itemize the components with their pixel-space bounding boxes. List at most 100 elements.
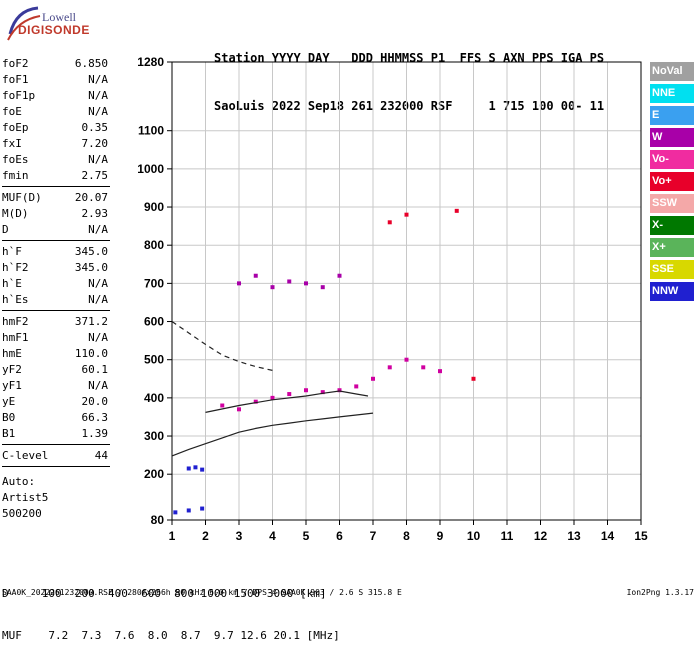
x-tick-label: 8 — [403, 529, 410, 543]
x-tick-label: 12 — [534, 529, 548, 543]
param-value: 20.0 — [81, 395, 109, 408]
data-point — [200, 467, 205, 472]
param-row: h`E N/A — [2, 277, 108, 293]
data-point — [387, 220, 392, 225]
param-value: N/A — [88, 223, 108, 236]
param-separator — [2, 444, 110, 445]
data-point — [404, 212, 409, 217]
param-row: B1 1.39 — [2, 427, 108, 443]
x-tick-label: 5 — [303, 529, 310, 543]
param-key: h`F — [2, 245, 22, 258]
y-tick-label: 300 — [144, 429, 164, 443]
y-tick-label: 900 — [144, 200, 164, 214]
legend-item-nnw: NNW — [650, 282, 694, 301]
param-key: foF2 — [2, 57, 29, 70]
param-key: yF2 — [2, 363, 22, 376]
param-value: 345.0 — [74, 245, 108, 258]
param-value: N/A — [88, 293, 108, 306]
param-value: 44 — [94, 449, 108, 462]
param-key: foE — [2, 105, 22, 118]
param-value: N/A — [88, 379, 108, 392]
param-row: foF2 6.850 — [2, 57, 108, 73]
param-row: h`F2 345.0 — [2, 261, 108, 277]
param-key: B0 — [2, 411, 16, 424]
param-value: 345.0 — [74, 261, 108, 274]
x-tick-label: 4 — [269, 529, 276, 543]
param-separator — [2, 310, 110, 311]
data-point — [287, 392, 292, 397]
data-point — [270, 395, 275, 400]
data-point — [186, 508, 191, 513]
data-point — [337, 273, 342, 278]
y-tick-label: 1000 — [137, 162, 164, 176]
legend-item-e: E — [650, 106, 694, 125]
data-point — [421, 365, 426, 370]
file-info-footer: SAA0K_2022261232000.RSF / 280fx256h 50 k… — [2, 588, 402, 597]
x-tick-label: 10 — [467, 529, 481, 543]
data-point — [320, 285, 325, 290]
autoscaling-info: Auto: — [2, 475, 36, 488]
param-row: yE 20.0 — [2, 395, 108, 411]
param-row: hmF1 N/A — [2, 331, 108, 347]
param-key: C-level — [2, 449, 49, 462]
param-value: 371.2 — [74, 315, 108, 328]
param-value: 1.39 — [81, 427, 109, 440]
data-point — [304, 281, 308, 286]
lowell-digisonde-logo: Lowell DIGISONDE — [4, 4, 124, 46]
param-row: hmF2 371.2 — [2, 315, 108, 331]
param-value: 2.75 — [81, 169, 109, 182]
data-point — [454, 208, 459, 213]
legend-item-nne: NNE — [650, 84, 694, 103]
x-tick-label: 13 — [567, 529, 581, 543]
data-point — [270, 285, 275, 290]
x-tick-label: 7 — [370, 529, 377, 543]
param-key: foEp — [2, 121, 29, 134]
version-label: Ion2Png 1.3.17 — [626, 588, 694, 597]
profile-curve-dashed — [171, 321, 273, 371]
param-key: fmin — [2, 169, 29, 182]
param-value: 60.1 — [81, 363, 109, 376]
data-point — [220, 403, 225, 408]
y-tick-label: 800 — [144, 238, 164, 252]
param-row: yF1 N/A — [2, 379, 108, 395]
logo-swoosh-icon — [7, 6, 41, 41]
x-tick-label: 6 — [336, 529, 343, 543]
param-separator — [2, 186, 110, 187]
data-point — [253, 273, 258, 278]
y-tick-label: 500 — [144, 353, 164, 367]
x-tick-label: 11 — [501, 529, 514, 543]
x-tick-label: 1 — [169, 529, 176, 543]
param-value: N/A — [88, 89, 108, 102]
param-key: yF1 — [2, 379, 22, 392]
data-point — [387, 365, 392, 370]
trace-curve — [205, 390, 369, 413]
param-row: h`Es N/A — [2, 293, 108, 309]
param-key: hmF1 — [2, 331, 29, 344]
data-point — [320, 390, 325, 395]
data-point — [253, 399, 258, 404]
legend-item-noval: NoVal — [650, 62, 694, 81]
legend-item-x-: X+ — [650, 238, 694, 257]
param-value: 20.07 — [74, 191, 108, 204]
logo-line1: Lowell — [42, 10, 76, 24]
trace-curve — [171, 412, 374, 457]
x-tick-label: 3 — [236, 529, 243, 543]
legend-item-vo-: Vo- — [650, 150, 694, 169]
autoscaling-info: 500200 — [2, 507, 42, 520]
param-key: h`F2 — [2, 261, 29, 274]
param-separator — [2, 240, 110, 241]
data-point — [337, 388, 342, 393]
y-tick-label: 700 — [144, 276, 164, 290]
data-point — [354, 384, 359, 389]
param-row: C-level 44 — [2, 449, 108, 465]
y-tick-label: 1280 — [137, 55, 164, 69]
y-tick-label: 80 — [151, 513, 165, 527]
y-tick-label: 400 — [144, 391, 164, 405]
param-key: h`E — [2, 277, 22, 290]
header-values: SaoLuis 2022 Sep18 261 232000 RSF 1 715 … — [214, 99, 605, 113]
y-tick-label: 600 — [144, 315, 164, 329]
param-row: yF2 60.1 — [2, 363, 108, 379]
param-key: yE — [2, 395, 16, 408]
data-point — [304, 388, 308, 393]
param-value: 66.3 — [81, 411, 109, 424]
